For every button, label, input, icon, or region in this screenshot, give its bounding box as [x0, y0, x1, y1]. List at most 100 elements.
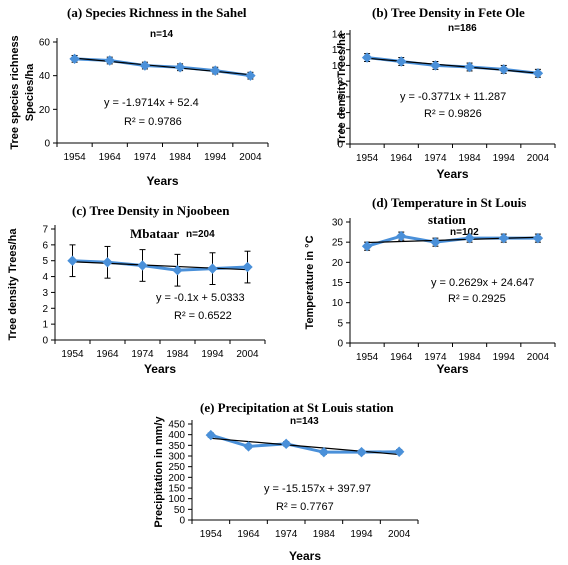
- y-tick-label: 0: [179, 516, 185, 527]
- data-point: [318, 446, 330, 458]
- y-tick-label: 0: [337, 339, 343, 350]
- x-tick-label: 1994: [350, 529, 373, 540]
- data-point: [102, 257, 113, 268]
- data-point: [210, 65, 221, 76]
- x-tick-label: 1984: [166, 349, 189, 360]
- trend-equation: y = -1.9714x + 52.4: [104, 97, 199, 109]
- y-tick-label: 150: [168, 484, 185, 495]
- data-point: [396, 56, 407, 67]
- y-tick-label: 10: [332, 298, 344, 309]
- x-tick-label: 2004: [239, 152, 262, 163]
- data-point: [280, 438, 292, 450]
- data-point: [464, 61, 475, 73]
- data-point: [137, 260, 148, 271]
- x-tick-label: 1974: [275, 529, 298, 540]
- y-tick-label: 10: [332, 61, 344, 72]
- trend-line: [72, 261, 248, 271]
- y-tick-label: 30: [332, 218, 344, 229]
- data-point: [242, 261, 253, 273]
- panel-c: (c) Tree Density in Njoobeen Mbataar n=204…: [7, 203, 266, 376]
- data-point: [205, 429, 217, 441]
- trend-equation: y = 0.2629x + 24.647: [431, 277, 534, 289]
- sample-size-label: n=102: [450, 227, 479, 238]
- data-point: [532, 68, 544, 79]
- data-point: [356, 446, 367, 458]
- x-tick-label: 1994: [493, 153, 516, 164]
- x-tick-label: 1974: [424, 153, 447, 164]
- x-tick-label: 1954: [200, 529, 223, 540]
- y-tick-label: 3: [42, 288, 48, 299]
- x-tick-label: 1954: [63, 152, 86, 163]
- x-tick-label: 1964: [390, 352, 413, 363]
- y-tick-label: 60: [39, 38, 51, 49]
- panel-a: (a) Species Richness in the Sahel n=14 0 20…: [9, 5, 269, 188]
- y-tick-label: 350: [168, 441, 185, 452]
- data-point: [361, 52, 373, 63]
- data-point: [430, 236, 441, 248]
- chart-title: (d) Temperature in St Louis: [372, 195, 526, 210]
- x-tick-label: 2004: [527, 153, 550, 164]
- y-tick-label: 0: [337, 140, 343, 151]
- data-point: [243, 441, 254, 452]
- x-tick-label: 1994: [201, 349, 224, 360]
- x-axis-label: Years: [146, 174, 178, 188]
- x-tick-label: 1964: [96, 349, 119, 360]
- x-tick-label: 1964: [237, 529, 260, 540]
- x-tick-label: 1994: [493, 352, 516, 363]
- chart-title: (c) Tree Density in Njoobeen: [72, 203, 230, 218]
- x-axis-label: Years: [436, 167, 468, 181]
- x-tick-label: 1984: [313, 529, 336, 540]
- chart-title: (e) Precipitation at St Louis station: [200, 400, 394, 415]
- data-point: [396, 230, 407, 242]
- x-tick-label: 1984: [169, 152, 192, 163]
- data-series-line: [74, 57, 251, 78]
- y-tick-label: 6: [42, 240, 48, 251]
- y-tick-label: 450: [168, 420, 185, 431]
- chart-title: (b) Tree Density in Fete Ole: [372, 5, 525, 20]
- x-tick-label: 2004: [527, 352, 550, 363]
- y-tick-label: 8: [337, 77, 343, 88]
- y-tick-label: 250: [168, 462, 185, 473]
- x-axis-label: Years: [289, 549, 321, 563]
- r-squared-label: R² = 0.7767: [276, 501, 334, 513]
- chart-title: (a) Species Richness in the Sahel: [67, 5, 247, 20]
- y-tick-label: 0: [44, 139, 50, 150]
- y-tick-label: 20: [332, 258, 344, 269]
- y-tick-label: 20: [39, 105, 51, 116]
- y-tick-label: 4: [337, 108, 343, 119]
- trend-line: [367, 57, 538, 74]
- y-tick-label: 1: [42, 320, 48, 331]
- y-tick-label: 6: [337, 92, 343, 103]
- data-point: [245, 70, 256, 81]
- x-tick-label: 1984: [458, 352, 481, 363]
- x-tick-label: 1974: [134, 152, 157, 163]
- data-point: [67, 255, 78, 266]
- data-series-line: [210, 433, 400, 454]
- trend-equation: y = -0.3771x + 11.287: [400, 91, 506, 103]
- data-point: [174, 62, 186, 73]
- x-tick-label: 2004: [388, 529, 411, 540]
- data-point: [139, 60, 151, 71]
- trend-line: [210, 437, 400, 456]
- sample-size-label: n=143: [290, 416, 319, 427]
- x-tick-label: 1954: [356, 352, 379, 363]
- r-squared-label: R² = 0.6522: [174, 310, 232, 322]
- panel-b: (b) Tree Density in Fete Ole n=186 0 2 4 6 8 10…: [332, 5, 556, 181]
- x-tick-label: 1954: [61, 349, 84, 360]
- y-tick-label: 50: [174, 505, 186, 516]
- data-point: [69, 53, 80, 65]
- x-tick-label: 1984: [458, 153, 481, 164]
- y-tick-label: 25: [332, 238, 344, 249]
- data-point: [430, 60, 441, 71]
- y-tick-label: 2: [337, 124, 343, 135]
- y-tick-label: 40: [39, 71, 51, 82]
- chart-title-line2: station: [428, 212, 466, 227]
- y-axis-label: Tree species richness: [9, 35, 21, 149]
- x-tick-label: 1954: [356, 153, 379, 164]
- data-point: [498, 232, 509, 244]
- sample-size-label: n=204: [186, 229, 215, 240]
- trend-equation: y = -15.157x + 397.97: [264, 483, 371, 495]
- y-tick-label: 5: [337, 318, 343, 329]
- y-tick-label: 4: [42, 272, 48, 283]
- y-tick-label: 2: [42, 304, 48, 315]
